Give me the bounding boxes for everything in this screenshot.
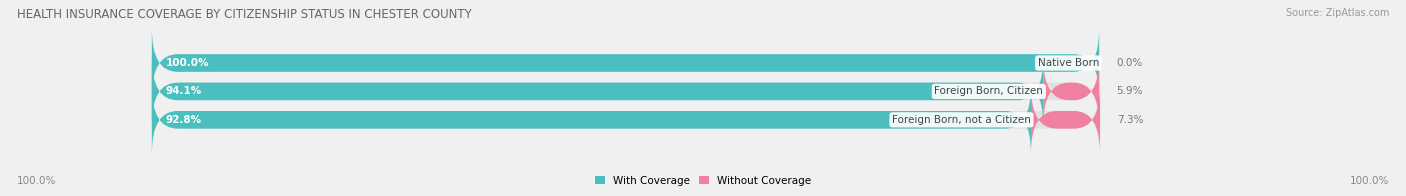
FancyBboxPatch shape (152, 29, 1099, 97)
Text: Foreign Born, not a Citizen: Foreign Born, not a Citizen (891, 115, 1031, 125)
Text: 100.0%: 100.0% (1350, 176, 1389, 186)
Text: 92.8%: 92.8% (166, 115, 201, 125)
Text: Foreign Born, Citizen: Foreign Born, Citizen (935, 86, 1043, 96)
FancyBboxPatch shape (152, 58, 1043, 125)
Text: 100.0%: 100.0% (17, 176, 56, 186)
Text: 100.0%: 100.0% (166, 58, 209, 68)
Text: Native Born: Native Born (1038, 58, 1099, 68)
Text: HEALTH INSURANCE COVERAGE BY CITIZENSHIP STATUS IN CHESTER COUNTY: HEALTH INSURANCE COVERAGE BY CITIZENSHIP… (17, 8, 471, 21)
Text: Source: ZipAtlas.com: Source: ZipAtlas.com (1285, 8, 1389, 18)
Text: 7.3%: 7.3% (1118, 115, 1144, 125)
FancyBboxPatch shape (152, 29, 1099, 97)
FancyBboxPatch shape (1043, 58, 1099, 125)
Text: 94.1%: 94.1% (166, 86, 202, 96)
FancyBboxPatch shape (152, 86, 1031, 154)
Text: 0.0%: 0.0% (1116, 58, 1143, 68)
FancyBboxPatch shape (152, 86, 1099, 154)
Text: 5.9%: 5.9% (1116, 86, 1143, 96)
FancyBboxPatch shape (1031, 86, 1099, 154)
Legend: With Coverage, Without Coverage: With Coverage, Without Coverage (591, 172, 815, 190)
FancyBboxPatch shape (152, 58, 1099, 125)
